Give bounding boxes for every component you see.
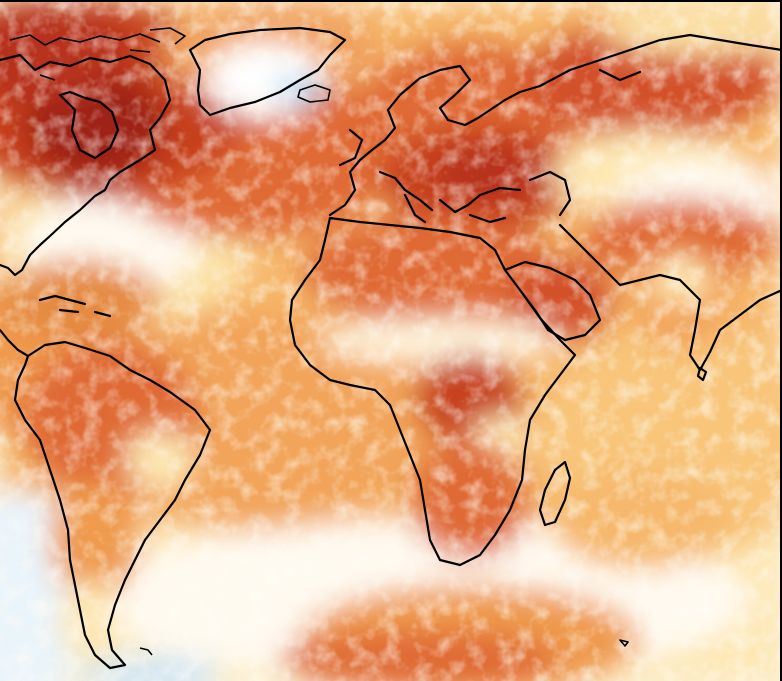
coast-iceland xyxy=(297,84,331,103)
coast-north-america xyxy=(0,53,172,277)
coast-europe xyxy=(328,64,542,224)
coast-asia xyxy=(528,33,782,372)
coast-caribbean xyxy=(38,294,112,318)
coast-south-georgia xyxy=(139,639,629,656)
coast-greenland xyxy=(188,26,347,117)
coast-central-america xyxy=(0,328,30,358)
coast-sri-lanka xyxy=(696,366,708,382)
coastlines xyxy=(0,26,782,670)
coast-arabia xyxy=(503,260,602,342)
frame-border-top xyxy=(0,0,782,2)
coast-arctic-islands xyxy=(9,27,186,81)
coast-hudson-bay xyxy=(58,90,120,160)
coast-madagascar xyxy=(538,460,572,527)
coast-south-america xyxy=(13,340,212,670)
frame-border-right xyxy=(780,0,782,681)
coast-africa xyxy=(288,216,577,567)
